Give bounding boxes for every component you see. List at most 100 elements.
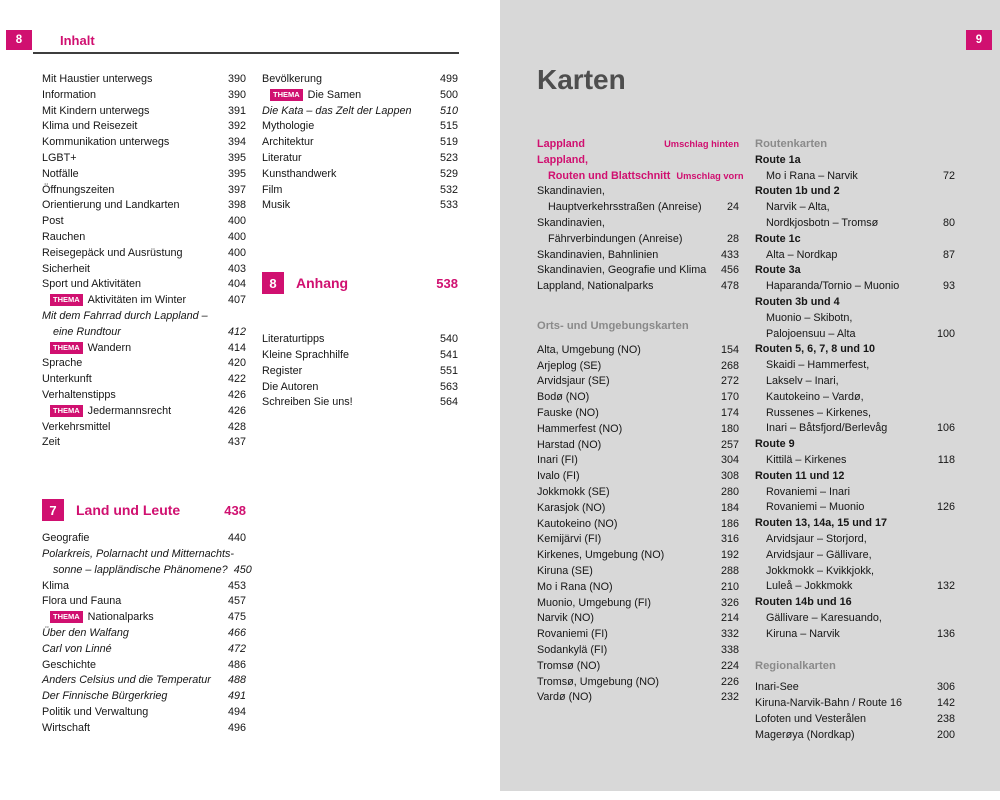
toc-row: Muonio – Skibotn,: [755, 311, 955, 327]
entry-page: 106: [936, 422, 955, 435]
section-heading: 8 Anhang 538: [262, 270, 458, 296]
entry-label: Bodø (NO): [537, 391, 590, 404]
entry-page: 180: [720, 422, 739, 435]
entry-page: 390: [227, 73, 246, 85]
entry-label: Palojoensuu – Alta: [766, 327, 856, 340]
toc-row: Lappland Umschlag hinten: [537, 137, 739, 153]
toc-row: Tromsø, Umgebung (NO) 226: [537, 675, 739, 691]
toc-row: Routen 11 und 12: [755, 469, 955, 485]
entry-label: Routen 1b und 2: [755, 185, 840, 198]
entry-label: Routen 5, 6, 7, 8 und 10: [755, 343, 875, 356]
toc-row: Inari-See 306: [755, 680, 955, 696]
entry-page: 288: [720, 564, 739, 577]
entry-label: Alta, Umgebung (NO): [537, 343, 641, 356]
entry-page: 132: [936, 580, 955, 593]
toc-row: Arvidsjaur (SE) 272: [537, 374, 739, 390]
entry-label: Kommunikation unterwegs: [42, 136, 170, 149]
toc-row: Literatur 523: [262, 151, 458, 167]
toc-row: Routen 14b und 16: [755, 595, 955, 611]
group-heading: Routenkarten: [755, 137, 955, 153]
entry-page: 499: [439, 73, 458, 85]
entry-page: 494: [227, 705, 246, 718]
entry-label: Skaidi – Hammerfest,: [766, 359, 870, 372]
toc-row: Route 1c: [755, 232, 955, 248]
entry-label: Sicherheit: [42, 262, 91, 275]
entry-label: Mo i Rana – Narvik: [766, 169, 858, 182]
entry-label: Karasjok (NO): [537, 501, 606, 514]
toc-row: THEMA Die Samen 500: [262, 88, 458, 104]
spacer: [262, 296, 458, 332]
entry-label: Musik: [262, 199, 291, 212]
page-header-title: Inhalt: [60, 33, 95, 48]
toc-row: Verkehrsmittel 428: [42, 420, 246, 436]
toc-row: Sodankylä (FI) 338: [537, 643, 739, 659]
entry-label: Arjeplog (SE): [537, 359, 602, 372]
entry-page: 450: [233, 563, 252, 576]
thema-badge: THEMA: [50, 611, 83, 624]
entry-label: Literatur: [262, 151, 302, 164]
thema-badge: THEMA: [50, 294, 83, 307]
entry-label: Geografie: [42, 532, 90, 545]
toc-row: Routen 1b und 2: [755, 184, 955, 200]
entry-label: Fährverbindungen (Anreise): [548, 232, 683, 245]
entry-page: 200: [936, 728, 955, 741]
entry-page: 142: [936, 697, 955, 710]
toc-row: Skaidi – Hammerfest,: [755, 358, 955, 374]
entry-page: 422: [227, 373, 246, 386]
toc-row: sonne – lappländische Phänomene? 450: [42, 563, 252, 579]
entry-label: Inari (FI): [537, 454, 578, 467]
entry-page: 154: [720, 343, 739, 356]
toc-row: Register 551: [262, 364, 458, 380]
toc-row: Route 9: [755, 437, 955, 453]
entry-page: 437: [227, 436, 246, 449]
section-page: 538: [436, 275, 458, 291]
entry-page: 272: [720, 375, 739, 388]
entry-page: 184: [720, 501, 739, 514]
toc-row: Palojoensuu – Alta 100: [755, 327, 955, 343]
entry-page: 397: [227, 183, 246, 196]
entry-label: Arvidsjaur – Storjord,: [766, 532, 867, 545]
entry-label: Unterkunft: [42, 373, 92, 386]
page-number-left: 8: [6, 30, 32, 50]
entry-label: Gällivare – Karesuando,: [766, 611, 882, 624]
thema-badge: THEMA: [50, 404, 83, 417]
entry-label: Lappland,: [537, 153, 588, 166]
section-heading: 7 Land und Leute 438: [42, 497, 246, 523]
entry-label: Öffnungszeiten: [42, 183, 115, 196]
toc-row: Harstad (NO) 257: [537, 438, 739, 454]
entry-label: sonne – lappländische Phänomene?: [53, 563, 228, 576]
entry-label: Kirkenes, Umgebung (NO): [537, 549, 665, 562]
toc-row: Information 390: [42, 88, 246, 104]
entry-page: 118: [937, 453, 955, 466]
entry-page: 280: [720, 485, 739, 498]
entry-label: Tromsø (NO): [537, 659, 601, 672]
toc-row: Kautokeino – Vardø,: [755, 390, 955, 406]
toc-row: Geografie 440: [42, 531, 246, 547]
entry-page: 403: [227, 262, 246, 275]
entry-label: Route 1a: [755, 153, 801, 166]
entry-page: Umschlag vorn: [676, 170, 744, 181]
entry-label: Mo i Rana (NO): [537, 580, 613, 593]
toc-row: Über den Walfang 466: [42, 626, 246, 642]
toc-row: Lakselv – Inari,: [755, 374, 955, 390]
entry-label: Lappland, Nationalparks: [537, 280, 654, 293]
entry-label: Klima: [42, 579, 69, 592]
entry-label: THEMA Jedermannsrecht: [42, 404, 171, 420]
toc-row: Skandinavien, Bahnlinien 433: [537, 248, 739, 264]
entry-page: 186: [720, 517, 739, 530]
toc-row: Kunsthandwerk 529: [262, 167, 458, 183]
toc-row: Mo i Rana (NO) 210: [537, 580, 739, 596]
entry-page: 400: [227, 215, 246, 228]
toc-row: Jokkmokk (SE) 280: [537, 485, 739, 501]
toc-row: Klima und Reisezeit 392: [42, 119, 246, 135]
entry-page: 304: [720, 454, 739, 467]
entry-page: 232: [720, 691, 739, 704]
entry-page: 500: [439, 88, 458, 101]
maps-title: Karten: [537, 64, 626, 95]
entry-label: THEMA Aktivitäten im Winter: [42, 293, 186, 309]
toc-row: Gällivare – Karesuando,: [755, 611, 955, 627]
entry-page: 326: [720, 596, 739, 609]
entry-page: 428: [227, 420, 246, 433]
toc-row: Wirtschaft 496: [42, 721, 246, 737]
entry-label: Notfälle: [42, 167, 79, 180]
